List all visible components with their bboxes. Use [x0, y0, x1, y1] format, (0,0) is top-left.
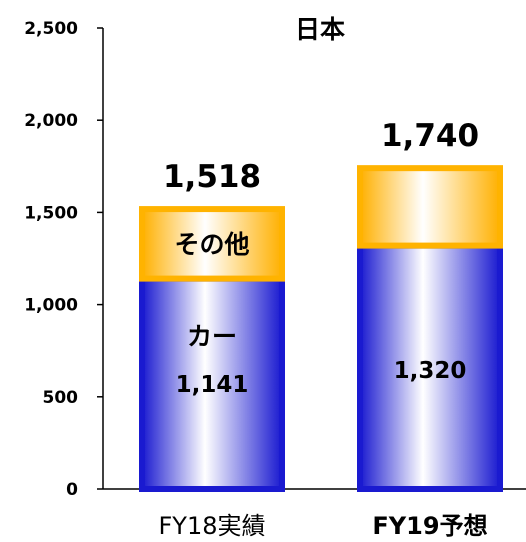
y-tick-label: 2,500: [24, 19, 78, 39]
x-category-label: FY18実績: [158, 512, 265, 540]
segment-value-label: 1,141: [176, 372, 249, 398]
chart-title: 日本: [295, 15, 345, 44]
bar-segment-other: [357, 165, 503, 249]
segment-value-label: 1,320: [394, 358, 467, 384]
x-category-label: FY19予想: [372, 512, 487, 540]
y-tick-label: 2,000: [24, 111, 78, 131]
y-tick-label: 500: [43, 388, 79, 408]
bars-group: [139, 165, 503, 493]
y-tick-label: 0: [66, 480, 78, 500]
y-tick-label: 1,000: [24, 296, 78, 316]
series-label-car: カー: [187, 322, 237, 351]
series-label-other: その他: [174, 230, 249, 259]
bar-segment-other: [139, 206, 285, 282]
total-value-label: 1,518: [163, 159, 261, 195]
y-tick-label: 1,500: [24, 203, 78, 223]
total-value-label: 1,740: [381, 118, 479, 154]
